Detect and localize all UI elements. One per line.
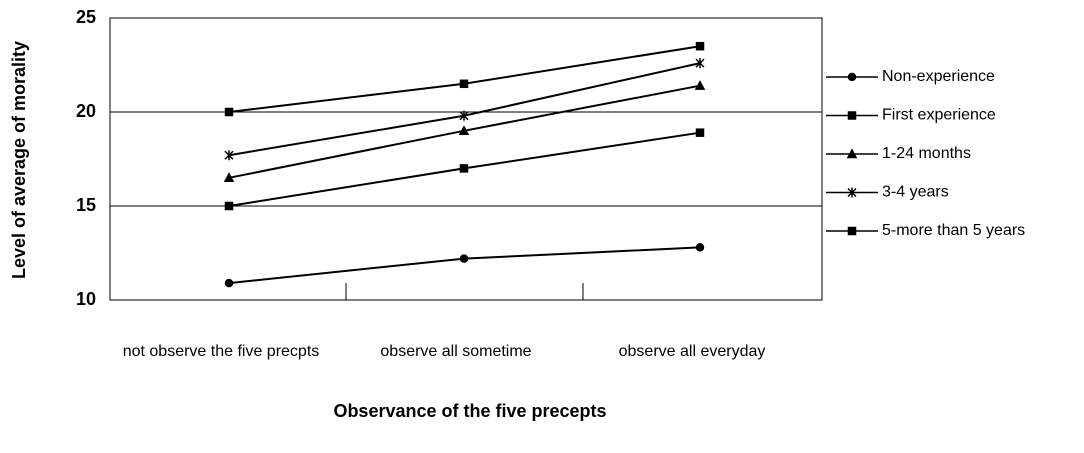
legend-marker [847,226,857,236]
marker [224,201,234,211]
marker [224,150,234,161]
legend-marker [847,111,857,120]
x-tick-label: observe all sometime [380,343,531,360]
y-axis-title: Level of average of morality [9,41,29,279]
legend-marker [847,187,857,198]
legend-label: First experience [882,107,996,124]
legend-marker [847,72,857,82]
series-line [228,246,701,285]
x-axis-title: Observance of the five precepts [333,401,606,421]
y-tick-label: 25 [76,7,96,27]
y-tick-label: 20 [76,101,96,121]
marker [459,110,469,121]
marker [695,58,705,69]
marker [695,128,705,137]
marker [224,278,234,288]
legend-label: 3-4 years [882,184,949,201]
marker [224,107,234,117]
marker [459,254,469,263]
x-tick-label: observe all everyday [619,343,766,360]
legend-marker [846,148,858,159]
legend-label: 5-more than 5 years [882,222,1025,239]
marker [459,79,469,89]
marker [694,80,706,90]
marker [458,125,470,136]
marker [695,243,705,252]
y-tick-label: 15 [76,195,96,215]
marker [459,164,469,173]
x-tick-label: not observe the five precpts [123,343,320,360]
marker [223,172,235,183]
legend-label: 1-24 months [882,145,971,162]
y-tick-label: 10 [76,289,96,309]
series-line [228,62,701,157]
legend-label: Non-experience [882,68,995,85]
marker [695,41,705,51]
